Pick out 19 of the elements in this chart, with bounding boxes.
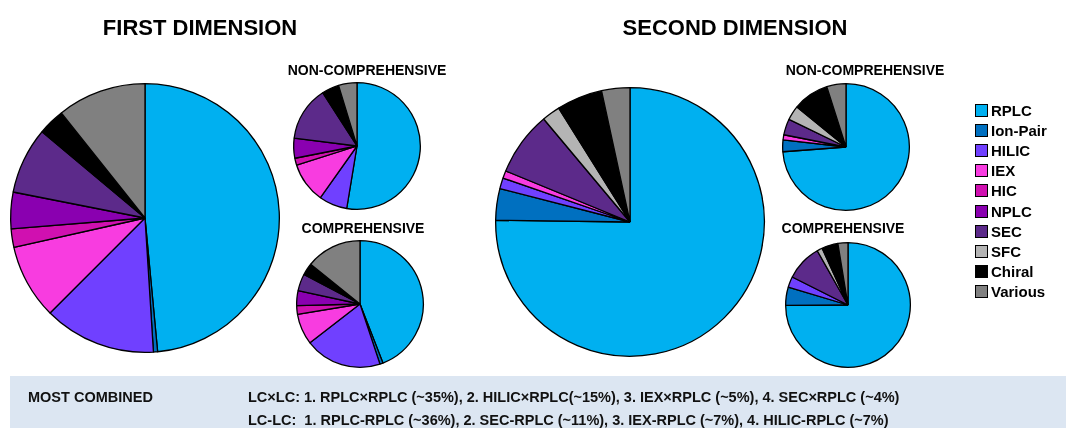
legend-label: NPLC [991, 202, 1032, 220]
text: LC×LC: 1. RPLC×RPLC (~35%), 2. HILIC×RPLC(~15%), 3. IEX×RPLC (~5%), 4. SEC×RPLC (~4%) [248, 389, 900, 405]
chart-title: NON-COMPREHENSIVE [286, 61, 448, 79]
chart-title: NON-COMPREHENSIVE [784, 61, 946, 79]
legend-label: RPLC [991, 101, 1032, 119]
text: MOST COMBINED [28, 389, 153, 405]
legend-label: HILIC [991, 141, 1031, 159]
legend-label: Chiral [991, 263, 1034, 281]
legend-label: Ion-Pair [991, 121, 1047, 139]
legend-label: SEC [991, 222, 1022, 240]
chart-title: FIRST DIMENSION [101, 14, 299, 42]
legend-label: SFC [991, 242, 1021, 260]
legend-label: Various [991, 283, 1046, 301]
text: LC-LC: 1. RPLC-RPLC (~36%), 2. SEC-RPLC (~11%), 3. IEX-RPLC (~7%), 4. HILIC-RPLC (~7%) [248, 412, 889, 428]
chart-title: SECOND DIMENSION [621, 14, 849, 42]
chart-title: COMPREHENSIVE [781, 219, 905, 236]
chart-title: COMPREHENSIVE [300, 219, 426, 237]
legend-label: IEX [991, 162, 1016, 180]
legend-label: HIC [991, 182, 1017, 200]
